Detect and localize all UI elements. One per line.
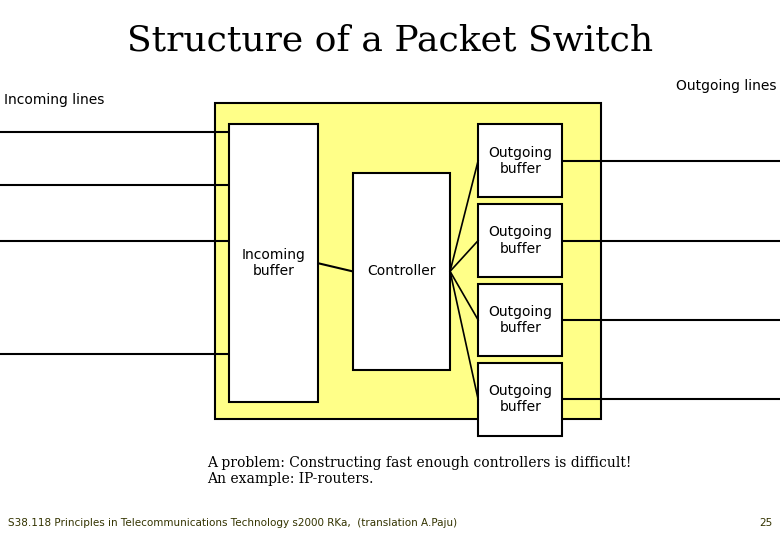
Text: Outgoing
buffer: Outgoing buffer	[488, 384, 552, 414]
Text: Outgoing lines: Outgoing lines	[675, 79, 776, 93]
Text: A problem: Constructing fast enough controllers is difficult!
An example: IP-rou: A problem: Constructing fast enough cont…	[207, 456, 631, 487]
Text: Outgoing
buffer: Outgoing buffer	[488, 146, 552, 176]
Bar	[353, 173, 450, 370]
Bar	[478, 284, 562, 356]
Bar	[215, 103, 601, 418]
Text: 25: 25	[759, 518, 772, 528]
Text: Incoming
buffer: Incoming buffer	[242, 248, 305, 278]
Bar	[229, 124, 318, 402]
Text: Outgoing
buffer: Outgoing buffer	[488, 226, 552, 255]
Bar	[478, 124, 562, 197]
Bar	[478, 363, 562, 436]
Text: Incoming lines: Incoming lines	[4, 93, 105, 107]
Text: Controller: Controller	[367, 265, 435, 278]
Text: Outgoing
buffer: Outgoing buffer	[488, 305, 552, 335]
Text: S38.118 Principles in Telecommunications Technology s2000 RKa,  (translation A.P: S38.118 Principles in Telecommunications…	[8, 518, 457, 528]
Text: Structure of a Packet Switch: Structure of a Packet Switch	[127, 24, 653, 57]
Bar	[478, 204, 562, 277]
